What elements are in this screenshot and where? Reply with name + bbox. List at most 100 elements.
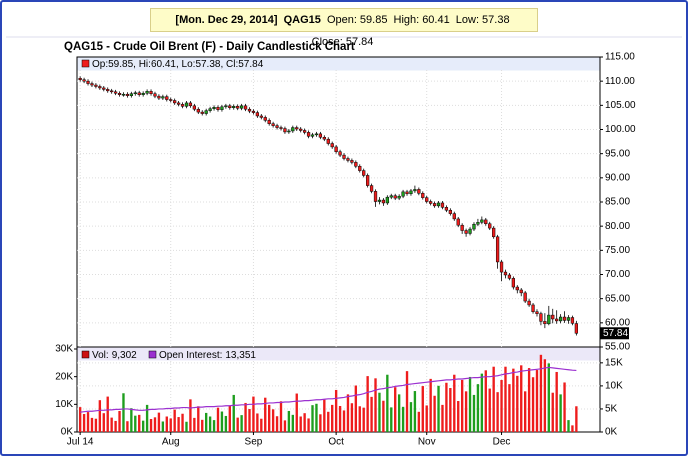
volume-bar bbox=[531, 377, 535, 432]
volume-bar bbox=[228, 405, 231, 432]
volume-bar bbox=[492, 366, 495, 432]
candle-body bbox=[523, 292, 527, 302]
volume-bar bbox=[145, 404, 149, 432]
volume-bar bbox=[141, 420, 145, 432]
volume-bar bbox=[571, 425, 574, 432]
candle-body bbox=[176, 102, 181, 105]
volume-bar bbox=[134, 415, 137, 432]
volume-bar bbox=[338, 405, 342, 432]
candle-body bbox=[117, 93, 122, 95]
volume-bar bbox=[299, 416, 302, 432]
candle-body bbox=[303, 130, 307, 133]
volume-bar bbox=[362, 407, 365, 432]
candle-body bbox=[291, 127, 295, 132]
volume-bar bbox=[291, 414, 294, 432]
legend-value: 59.85 bbox=[108, 59, 133, 70]
y2-tick-label: 0K bbox=[605, 427, 618, 438]
volume-bar bbox=[460, 379, 464, 432]
candle-body bbox=[169, 99, 173, 101]
volume-bar bbox=[220, 411, 224, 432]
volume-bar bbox=[346, 394, 350, 432]
volume-bar bbox=[165, 416, 168, 432]
volume-bar bbox=[114, 420, 117, 432]
volume-legend-band bbox=[77, 347, 600, 361]
volume-bar bbox=[508, 384, 511, 432]
volume-bar bbox=[90, 417, 94, 432]
volume-bar bbox=[334, 389, 338, 432]
quote-label: Open: bbox=[326, 14, 357, 26]
candle-body bbox=[543, 321, 547, 325]
volume-bar bbox=[535, 370, 539, 432]
volume-bar bbox=[283, 420, 287, 432]
volume-bar bbox=[102, 413, 105, 432]
quote-label: High: bbox=[393, 14, 420, 26]
candle-body bbox=[133, 92, 137, 95]
y-tick-label: 80.00 bbox=[605, 221, 630, 232]
volume-legend: Vol: 9,302 bbox=[92, 350, 137, 361]
volume-bar bbox=[94, 418, 98, 432]
y-tick-label: 0K bbox=[61, 427, 74, 438]
candle-body bbox=[326, 138, 330, 144]
candle-body bbox=[153, 93, 157, 97]
volume-bar bbox=[437, 385, 440, 432]
candle-body bbox=[82, 79, 86, 82]
candle-body bbox=[267, 120, 271, 124]
volume-bar bbox=[327, 411, 330, 432]
candle-body bbox=[401, 191, 405, 197]
candle-body bbox=[110, 90, 114, 93]
volume-bar bbox=[271, 409, 275, 432]
y-tick-label: 85.00 bbox=[605, 197, 630, 208]
legend-label: Vol: bbox=[92, 350, 109, 361]
volume-bar bbox=[307, 418, 310, 432]
volume-bar bbox=[500, 379, 503, 432]
candle-body bbox=[531, 304, 535, 312]
candle-body bbox=[247, 108, 252, 112]
candle-body bbox=[224, 105, 228, 108]
candle-body bbox=[377, 199, 382, 202]
volume-bar bbox=[429, 378, 432, 432]
volume-bar bbox=[520, 365, 523, 432]
volume-bar bbox=[433, 395, 436, 432]
volume-bar bbox=[547, 363, 550, 432]
candle-body bbox=[562, 316, 567, 321]
candle-body bbox=[385, 196, 389, 204]
candle-body bbox=[165, 96, 169, 100]
y-tick-label: 60.00 bbox=[605, 317, 630, 328]
x-tick-label: Dec bbox=[493, 437, 511, 448]
volume-bar bbox=[193, 417, 196, 432]
candle-body bbox=[251, 110, 256, 113]
volume-bar bbox=[527, 368, 531, 432]
legend-swatch bbox=[148, 350, 157, 359]
candle-body bbox=[369, 185, 374, 192]
volume-bar bbox=[523, 391, 527, 432]
y-tick-label: 65.00 bbox=[605, 293, 630, 304]
y-tick-label: 100.00 bbox=[605, 124, 636, 135]
volume-bar bbox=[138, 414, 141, 432]
y-tick-label: 10K bbox=[55, 399, 73, 410]
volume-bar bbox=[216, 407, 220, 432]
legend-swatch bbox=[81, 59, 90, 68]
volume-bar bbox=[173, 409, 176, 432]
y-tick-label: 90.00 bbox=[605, 172, 630, 183]
volume-bar bbox=[567, 420, 570, 432]
candle-body bbox=[488, 223, 492, 229]
volume-bar bbox=[397, 394, 401, 432]
volume-bar bbox=[311, 405, 314, 432]
volume-bar bbox=[331, 404, 334, 432]
candle-body bbox=[129, 93, 133, 96]
candle-body bbox=[413, 189, 417, 192]
candle-body bbox=[149, 91, 153, 94]
volume-bar bbox=[417, 411, 421, 432]
x-tick-label: Oct bbox=[328, 437, 344, 448]
volume-bar bbox=[118, 410, 121, 432]
volume-bar bbox=[260, 418, 263, 432]
candle-body bbox=[255, 112, 260, 117]
chart-title: QAG15 - Crude Oil Brent (F) - Daily Cand… bbox=[64, 41, 355, 53]
candle-body bbox=[314, 133, 319, 136]
candle-body bbox=[507, 274, 512, 279]
volume-bar bbox=[374, 378, 377, 432]
volume-bar bbox=[342, 410, 346, 432]
legend-label: , Lo: bbox=[176, 59, 195, 70]
candle-body bbox=[527, 300, 531, 306]
y2-tick-label: 10K bbox=[605, 381, 623, 392]
